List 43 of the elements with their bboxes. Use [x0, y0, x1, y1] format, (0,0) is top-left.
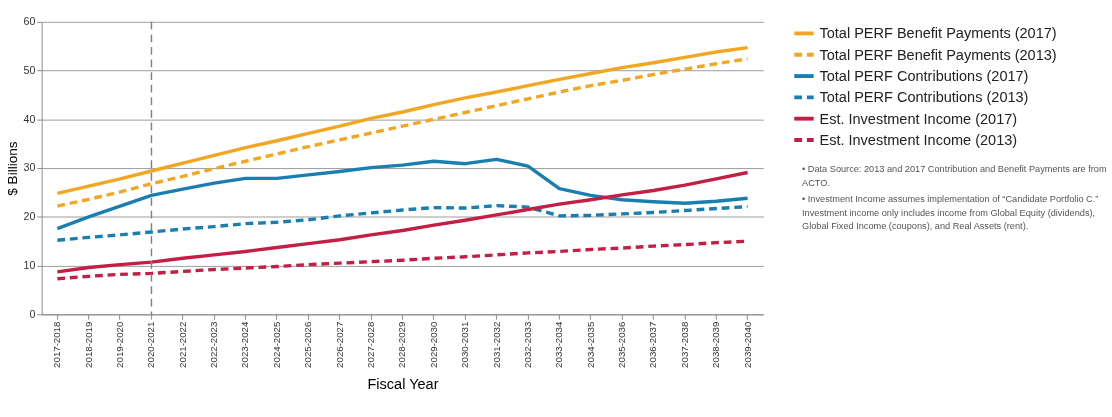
- x-tick-label: 2022-2023: [208, 321, 220, 368]
- x-tick-label: 2037-2038: [678, 321, 690, 368]
- y-tick-label: 50: [23, 63, 36, 76]
- y-axis-title: $ Billions: [4, 141, 20, 196]
- y-tick-label: 30: [23, 161, 36, 174]
- y-tick-label: 10: [23, 258, 36, 271]
- text: • Data Source: 2013 and 2017 Contribution and Benefit Payments are from ACTO.: [802, 163, 1107, 188]
- x-tick-label: 2024-2025: [270, 321, 282, 368]
- line-series: [55, 157, 750, 231]
- y-tick-label: 60: [23, 15, 36, 28]
- x-tick-label: 2019-2020: [114, 321, 125, 368]
- x-tick-label: 2028-2029: [396, 321, 408, 368]
- x-tick-label: 2030-2031: [459, 321, 471, 368]
- x-tick-label: 2029-2030: [427, 321, 439, 368]
- x-tick-label: 2034-2035: [584, 321, 596, 368]
- legend-label: Total PERF Benefit Payments (2017): [819, 25, 1057, 42]
- x-tick-label: 2027-2028: [365, 321, 376, 368]
- legend-label: Est. Investment Income (2013): [819, 131, 1018, 148]
- x-tick-label: 2033-2034: [553, 321, 565, 368]
- line-series: [55, 170, 750, 274]
- text: • Investment Income assumes implementation of “Candidate Portfolio C.” Investment income only includes income from Global Equity (dividends), Global Fixed Income (coupons), and Real Assets (rent).: [802, 193, 1099, 232]
- x-tick-label: 2018-2019: [82, 321, 94, 368]
- legend-label: Est. Investment Income (2017): [819, 110, 1018, 127]
- x-tick-label: 2031-2032: [490, 321, 502, 368]
- x-tick-label: 2021-2022: [176, 321, 188, 368]
- x-axis-title: Fiscal Year: [367, 376, 439, 393]
- legend-label: Total PERF Benefit Payments (2013): [819, 46, 1057, 63]
- x-tick-label: 2032-2033: [521, 321, 533, 368]
- legend-label: Total PERF Contributions (2013): [819, 89, 1029, 106]
- y-tick-label: 40: [23, 112, 36, 125]
- x-tick-label: 2035-2036: [616, 321, 628, 368]
- x-tick-label: 2038-2039: [710, 321, 722, 368]
- x-tick-label: 2026-2027: [333, 321, 345, 368]
- legend-label: Total PERF Contributions (2017): [819, 67, 1029, 84]
- line-series: [55, 203, 750, 242]
- x-tick-label: 2023-2024: [239, 321, 251, 368]
- x-tick-label: 2036-2037: [647, 321, 659, 368]
- y-tick-label: 0: [29, 307, 36, 320]
- y-tick-label: 20: [23, 210, 36, 223]
- x-tick-label: 2025-2026: [302, 321, 314, 368]
- x-tick-label: 2020-2021: [145, 321, 157, 368]
- x-tick-label: 2017-2018: [51, 321, 63, 368]
- x-tick-label: 2039-2040: [741, 321, 753, 368]
